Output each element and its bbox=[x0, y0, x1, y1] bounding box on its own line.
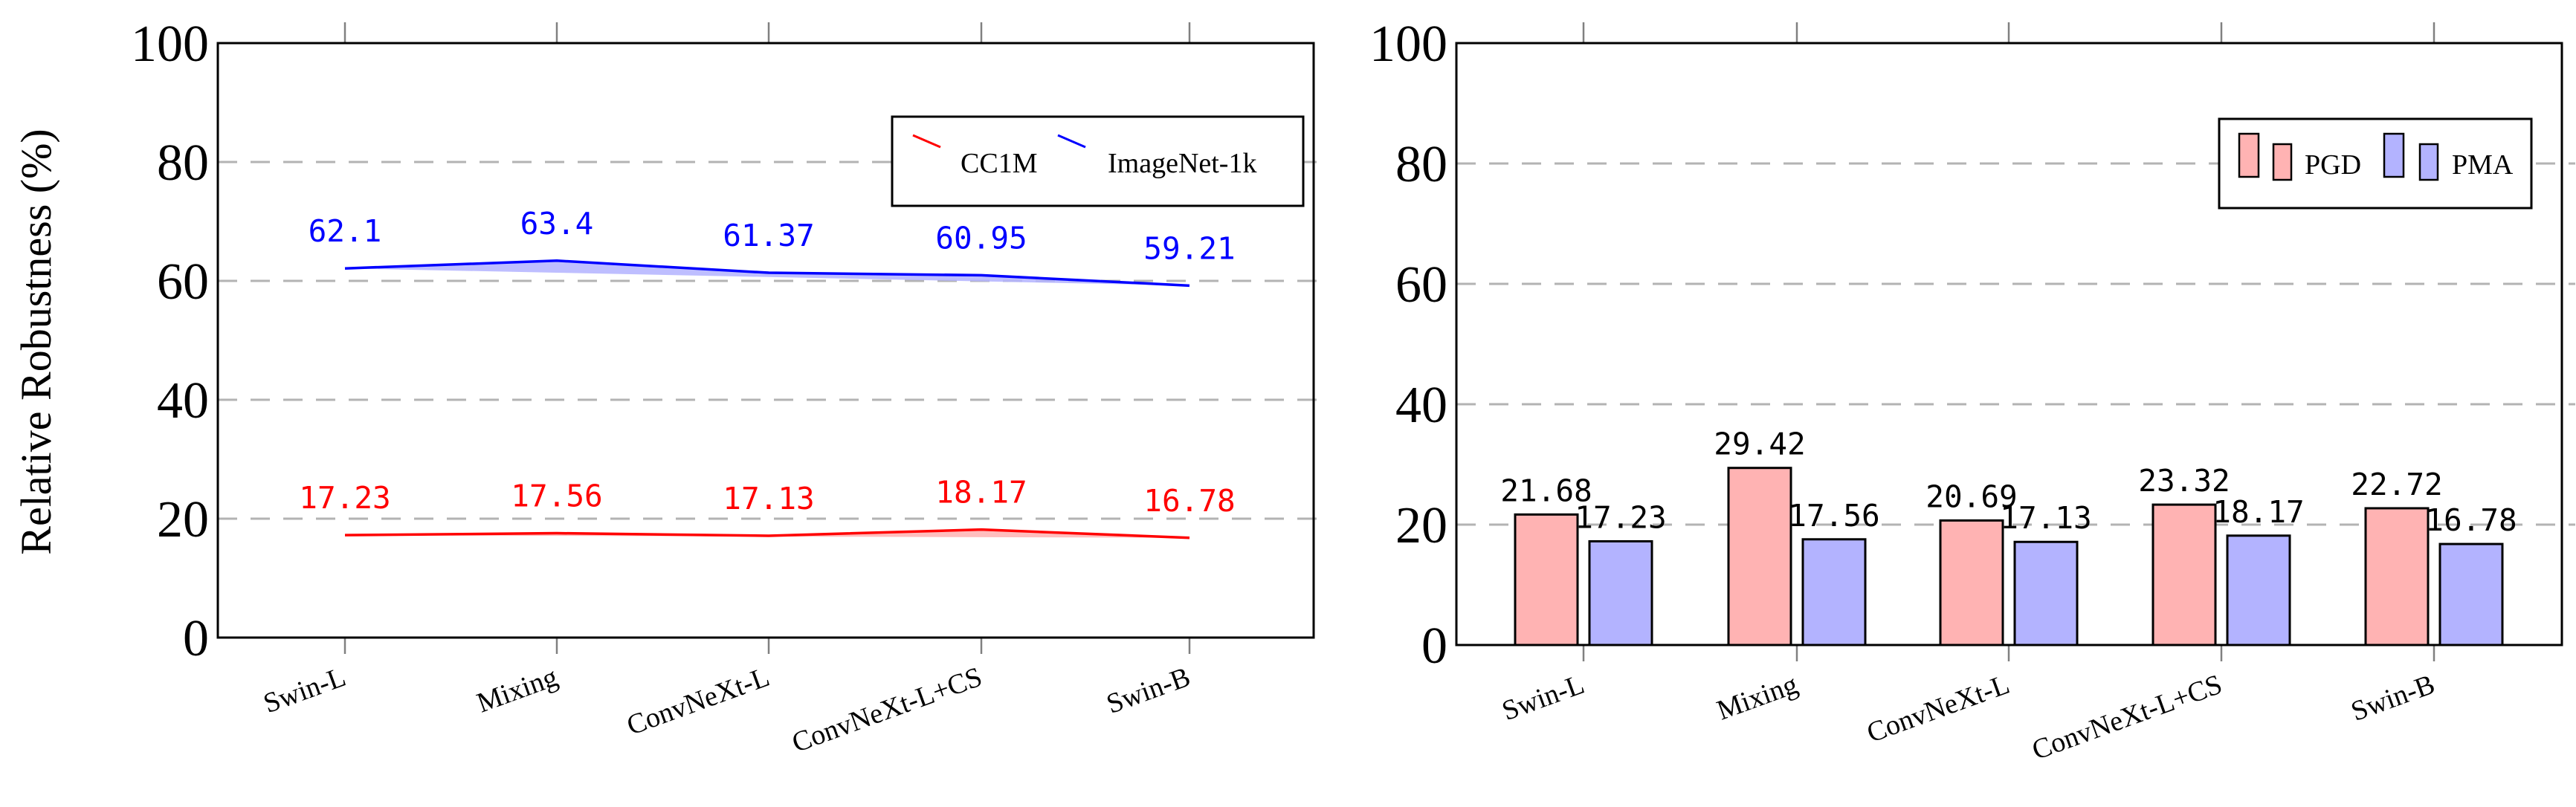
legend: CC1M ImageNet-1k bbox=[891, 115, 1305, 207]
data-label: 18.17 bbox=[935, 475, 1027, 511]
y-tick-label: 40 bbox=[157, 372, 209, 430]
y-tick-label: 20 bbox=[1395, 497, 1447, 554]
legend-swatch-pgd bbox=[2272, 143, 2293, 181]
data-label: 20.69 bbox=[1925, 479, 2017, 514]
data-label: 18.17 bbox=[2212, 494, 2304, 530]
legend-swatch-pma bbox=[2383, 132, 2405, 178]
y-tick-label: 0 bbox=[183, 610, 209, 667]
data-label: 17.13 bbox=[723, 481, 814, 516]
bar-pgd bbox=[1514, 513, 1579, 646]
bar-pgd bbox=[1939, 519, 2004, 646]
bar-pgd bbox=[2151, 503, 2217, 646]
x-tick-label: Mixing bbox=[473, 661, 562, 719]
bar-pma bbox=[2013, 540, 2079, 646]
bar-pma bbox=[1588, 539, 1653, 646]
data-label: 23.32 bbox=[2138, 463, 2230, 499]
plot-frame bbox=[1455, 42, 2563, 646]
series-band bbox=[345, 529, 1189, 538]
line-chart: 0 20 40 60 80 100 Swin-L Mixing ConvNeXt-L ConvNe… bbox=[131, 16, 1327, 759]
y-tick-label: 20 bbox=[157, 491, 209, 548]
bar-pgd bbox=[2364, 507, 2430, 646]
data-label: 17.13 bbox=[2000, 500, 2091, 536]
data-label: 17.23 bbox=[299, 480, 390, 516]
data-label: 17.56 bbox=[1788, 498, 1879, 534]
x-tick-label: ConvNeXt-L+CS bbox=[2028, 669, 2227, 766]
data-label: 29.42 bbox=[1714, 427, 1805, 462]
legend-swatch-cc1m bbox=[912, 134, 941, 149]
data-label: 59.21 bbox=[1143, 230, 1235, 266]
legend-label-imagenet: ImageNet-1k bbox=[1108, 148, 1256, 179]
y-tick-label: 80 bbox=[157, 134, 209, 192]
data-label: 62.1 bbox=[309, 213, 382, 249]
legend-box bbox=[891, 115, 1305, 207]
data-label: 22.72 bbox=[2351, 467, 2442, 502]
x-tick-label: Swin-L bbox=[1498, 669, 1588, 727]
x-tick-label: ConvNeXt-L bbox=[623, 661, 774, 742]
y-tick-label: 80 bbox=[1395, 136, 1447, 193]
x-tick-label: Mixing bbox=[1713, 669, 1802, 727]
x-tick-label: ConvNeXt-L bbox=[1863, 669, 2014, 749]
y-tick-label: 0 bbox=[1421, 618, 1447, 675]
legend-swatch-pma bbox=[2418, 143, 2439, 181]
series-line bbox=[344, 259, 1190, 288]
data-label: 61.37 bbox=[723, 218, 814, 253]
x-tick-label: Swin-B bbox=[1103, 661, 1195, 720]
data-label: 63.4 bbox=[520, 206, 594, 242]
legend-label-cc1m: CC1M bbox=[961, 148, 1037, 179]
data-label: 17.56 bbox=[511, 479, 602, 514]
bar-pma bbox=[2226, 534, 2291, 646]
bar-pma bbox=[2438, 542, 2504, 646]
bar-pma bbox=[1801, 538, 1867, 646]
x-tick-label: ConvNeXt-L+CS bbox=[788, 661, 987, 759]
data-label: 16.78 bbox=[1143, 483, 1235, 519]
y-tick-label: 100 bbox=[131, 16, 209, 73]
y-tick-label: 100 bbox=[1369, 16, 1447, 73]
legend-swatch-imagenet bbox=[1057, 134, 1086, 149]
bar-pgd bbox=[1727, 467, 1792, 646]
x-tick-label: Swin-L bbox=[259, 661, 349, 719]
legend-box bbox=[2218, 117, 2533, 210]
y-tick-label: 60 bbox=[157, 253, 209, 311]
y-tick-label: 40 bbox=[1395, 377, 1447, 434]
y-tick-label: 60 bbox=[1395, 256, 1447, 314]
legend-label-pma: PMA bbox=[2452, 149, 2514, 181]
legend-label-pgd: PGD bbox=[2305, 149, 2361, 181]
bar-chart: 0 20 40 60 80 100 Swin-L Mixing ConvNeXt-L ConvNe… bbox=[1369, 16, 2575, 766]
series-line bbox=[344, 528, 1190, 539]
y-axis-title: Relative Robustness (%) bbox=[12, 129, 60, 554]
legend: PGD PMA bbox=[2218, 117, 2533, 210]
legend-swatch-pgd bbox=[2238, 132, 2260, 178]
x-tick-label: Swin-B bbox=[2347, 669, 2439, 727]
data-label: 17.23 bbox=[1575, 499, 1666, 535]
data-label: 16.78 bbox=[2425, 502, 2517, 538]
data-label: 60.95 bbox=[935, 220, 1027, 256]
data-label: 21.68 bbox=[1500, 473, 1592, 508]
plot-frame bbox=[216, 42, 1315, 639]
